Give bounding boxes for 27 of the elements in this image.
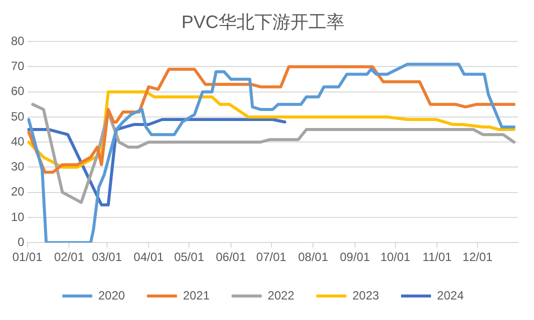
chart-title: PVC华北下游开工率	[181, 12, 345, 32]
x-tick-label: 05/01	[174, 250, 204, 264]
legend-label: 2020	[98, 288, 126, 302]
legend-label: 2022	[268, 288, 295, 302]
legend-label: 2023	[352, 288, 380, 302]
y-tick-label: 80	[10, 34, 25, 48]
x-tick-label: 04/01	[134, 250, 164, 264]
legend-label: 2024	[437, 288, 464, 302]
y-tick-label: 40	[10, 134, 25, 148]
y-tick-label: 60	[10, 84, 25, 98]
y-tick-label: 0	[18, 234, 25, 249]
x-tick-label: 02/01	[54, 250, 84, 264]
x-tick-label: 10/01	[380, 250, 411, 264]
y-tick-label: 30	[10, 160, 25, 174]
x-tick-label: 07/01	[256, 250, 287, 264]
y-tick-label: 20	[10, 184, 25, 199]
y-tick-label: 70	[10, 59, 25, 74]
legend-label: 2021	[182, 288, 210, 302]
x-tick-label: 11/01	[422, 250, 452, 264]
x-tick-label: 09/01	[340, 250, 370, 264]
y-tick-label: 50	[10, 109, 25, 124]
x-tick-label: 03/01	[92, 250, 122, 264]
x-tick-label: 06/01	[216, 250, 246, 264]
x-tick-label: 12/01	[462, 250, 493, 264]
x-tick-label: 08/01	[298, 250, 328, 264]
y-tick-label: 10	[10, 210, 25, 224]
x-tick-label: 01/01	[12, 250, 43, 264]
